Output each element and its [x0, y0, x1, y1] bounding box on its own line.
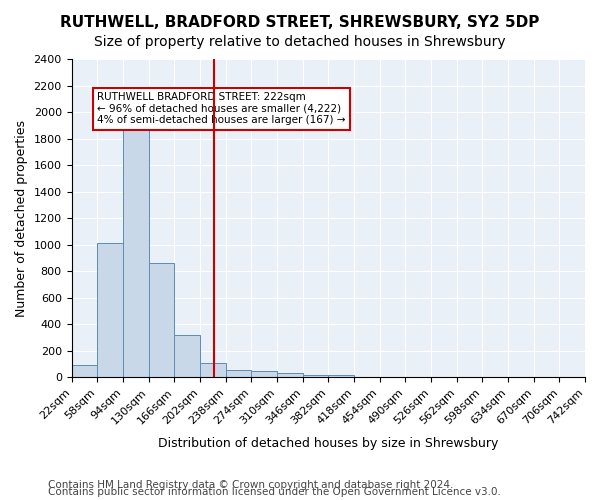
Bar: [97, 242, 123, 377]
Bar: [328, 374, 354, 377]
X-axis label: Distribution of detached houses by size in Shrewsbury: Distribution of detached houses by size …: [158, 437, 499, 450]
Bar: [200, 362, 226, 377]
Y-axis label: Number of detached properties: Number of detached properties: [15, 120, 28, 316]
Bar: [277, 373, 302, 377]
Bar: [149, 263, 174, 377]
Text: Size of property relative to detached houses in Shrewsbury: Size of property relative to detached ho…: [94, 35, 506, 49]
Text: RUTHWELL, BRADFORD STREET, SHREWSBURY, SY2 5DP: RUTHWELL, BRADFORD STREET, SHREWSBURY, S…: [61, 15, 539, 30]
Bar: [123, 126, 149, 377]
Bar: [71, 366, 97, 377]
Bar: [226, 370, 251, 377]
Text: Contains HM Land Registry data © Crown copyright and database right 2024.: Contains HM Land Registry data © Crown c…: [48, 480, 454, 490]
Bar: [251, 371, 277, 377]
Bar: [302, 374, 328, 377]
Bar: [174, 335, 200, 377]
Text: RUTHWELL BRADFORD STREET: 222sqm
← 96% of detached houses are smaller (4,222)
4%: RUTHWELL BRADFORD STREET: 222sqm ← 96% o…: [97, 92, 346, 126]
Text: Contains public sector information licensed under the Open Government Licence v3: Contains public sector information licen…: [48, 487, 501, 497]
